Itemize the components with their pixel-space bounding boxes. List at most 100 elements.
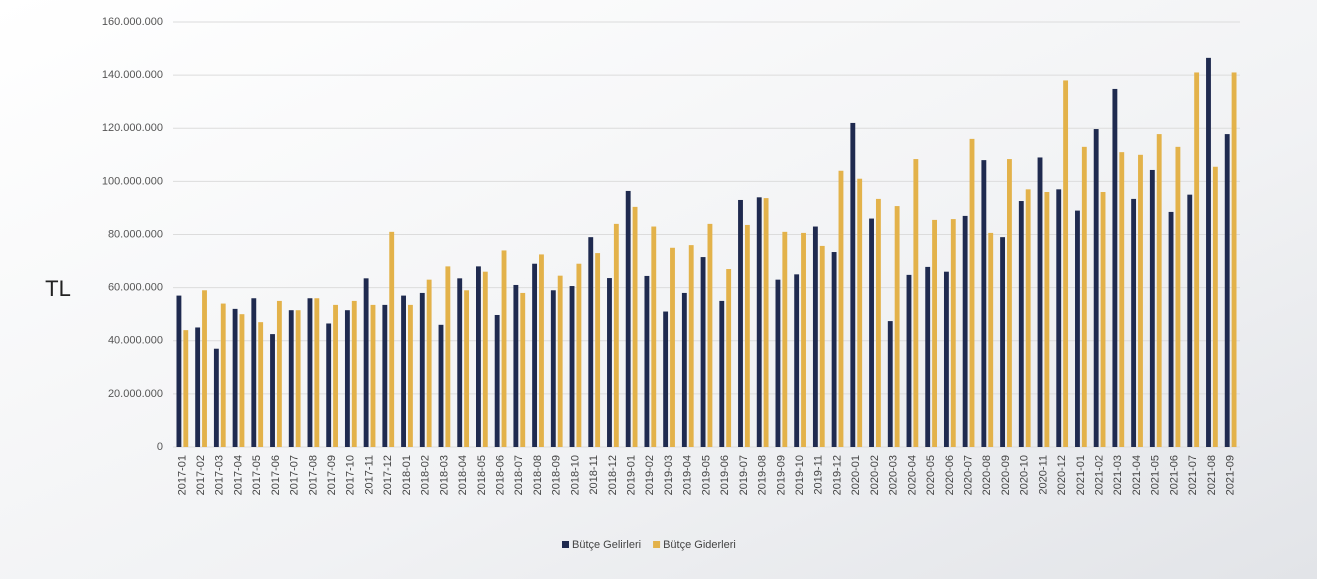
bar: [1212, 166, 1218, 447]
bar: [894, 206, 900, 447]
bar: [445, 266, 451, 447]
bar: [1037, 157, 1043, 447]
x-tick-label: 2017-04: [232, 455, 244, 495]
bar: [1000, 237, 1006, 447]
y-tick-label: 40.000.000: [108, 335, 163, 347]
bar: [782, 231, 788, 447]
x-tick-label: 2019-02: [644, 455, 656, 495]
bar: [1206, 57, 1211, 447]
bar: [1187, 194, 1193, 447]
bar: [1175, 146, 1181, 447]
x-tick-label: 2018-02: [420, 455, 432, 495]
bar: [663, 311, 669, 447]
bar: [738, 199, 743, 447]
x-tick-label: 2017-02: [195, 455, 207, 495]
bar: [719, 300, 725, 447]
x-tick-label: 2018-08: [532, 455, 544, 495]
bar: [707, 223, 713, 447]
bar: [969, 138, 975, 447]
bar: [220, 303, 226, 447]
bar: [176, 295, 182, 447]
x-tick-label: 2017-10: [345, 455, 357, 495]
x-tick-label: 2021-05: [1150, 455, 1162, 495]
bar: [812, 226, 818, 447]
bar: [644, 275, 650, 447]
x-tick-label: 2020-09: [1000, 455, 1012, 495]
bar: [794, 274, 800, 447]
bar: [232, 308, 238, 447]
bar: [925, 266, 931, 447]
bar: [1056, 189, 1062, 447]
y-tick-label: 160.000.000: [102, 16, 163, 28]
bar: [887, 321, 893, 447]
x-tick-label: 2017-12: [382, 455, 394, 495]
x-tick-label: 2018-09: [551, 455, 563, 495]
bar: [932, 219, 937, 447]
x-tick-label: 2017-11: [363, 455, 375, 495]
bar: [389, 231, 395, 447]
bar: [344, 310, 350, 447]
bar: [326, 323, 332, 447]
x-tick-label: 2017-05: [251, 455, 263, 495]
bar: [726, 269, 732, 447]
bar: [1138, 154, 1143, 447]
x-tick-label: 2020-01: [850, 455, 862, 495]
bar: [1194, 72, 1200, 447]
bar: [532, 263, 538, 447]
bar: [213, 348, 219, 447]
bar: [857, 178, 863, 447]
x-tick-label: 2019-05: [700, 455, 712, 495]
bar: [775, 279, 781, 447]
bar: [539, 254, 544, 447]
x-tick-label: 2021-04: [1131, 455, 1143, 495]
bar: [382, 304, 388, 447]
legend-swatch: [562, 541, 569, 548]
legend-swatch: [653, 541, 661, 548]
x-tick-label: 2018-06: [494, 455, 506, 495]
x-tick-label: 2020-02: [869, 455, 881, 495]
bar: [295, 310, 301, 447]
x-tick-label: 2020-11: [1037, 455, 1049, 495]
y-tick-label: 20.000.000: [108, 388, 163, 400]
x-tick-label: 2017-01: [176, 455, 188, 495]
bar: [831, 252, 837, 447]
bar: [607, 278, 612, 447]
x-tick-label: 2021-06: [1168, 455, 1180, 495]
x-tick-label: 2020-08: [981, 455, 993, 495]
bar: [875, 198, 881, 447]
x-tick-label: 2019-09: [775, 455, 787, 495]
bar: [613, 223, 619, 447]
bar: [513, 284, 519, 447]
bar: [258, 322, 264, 447]
bar: [681, 292, 687, 447]
x-tick-label: 2019-07: [738, 455, 750, 495]
x-tick-label: 2019-08: [757, 455, 769, 495]
bar: [688, 245, 694, 447]
y-axis-label: TL: [45, 276, 71, 301]
bar: [988, 232, 994, 447]
bar: [426, 279, 432, 447]
bar: [632, 206, 638, 447]
y-tick-label: 60.000.000: [108, 282, 163, 294]
bar: [1025, 189, 1031, 447]
x-tick-label: 2018-03: [438, 455, 450, 495]
bar: [981, 160, 987, 447]
bar: [251, 298, 257, 447]
x-tick-label: 2021-01: [1075, 455, 1087, 495]
bar: [756, 197, 762, 447]
bar: [407, 304, 413, 447]
bar: [438, 324, 444, 447]
bar: [950, 219, 956, 447]
bar: [588, 237, 594, 447]
bar: [1168, 211, 1174, 447]
bar: [1231, 72, 1237, 447]
bar: [576, 263, 582, 447]
x-tick-label: 2020-05: [925, 455, 937, 495]
bar: [962, 215, 968, 447]
x-tick-label: 2018-12: [607, 455, 619, 495]
y-tick-label: 80.000.000: [108, 228, 163, 240]
x-tick-label: 2019-03: [663, 455, 675, 495]
x-tick-label: 2020-04: [906, 455, 918, 495]
x-tick-label: 2020-12: [1056, 455, 1068, 495]
